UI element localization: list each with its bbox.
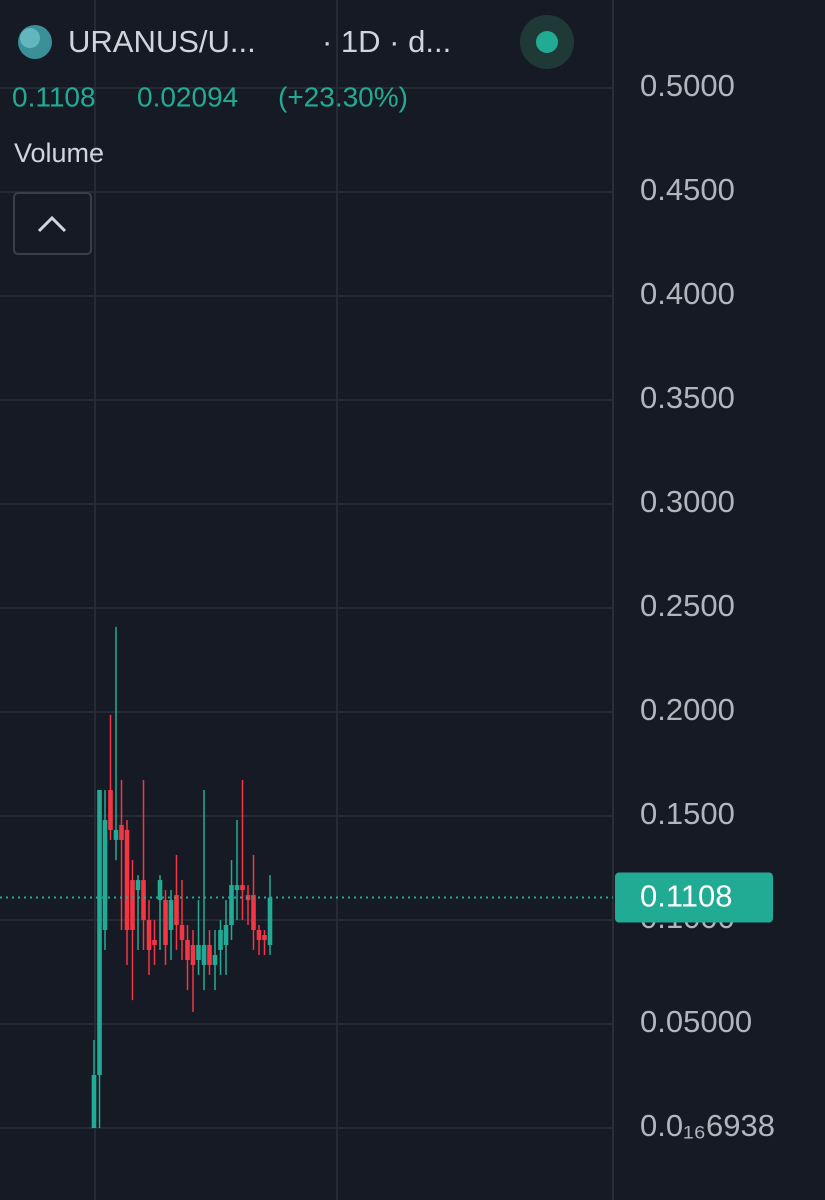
y-tick-label: 0.05000	[640, 1004, 752, 1039]
price-axis: 0.5000 0.4500 0.4000 0.3500 0.3000 0.2500 0.20…	[615, 68, 775, 1143]
candle-body	[251, 895, 256, 931]
candle-body	[234, 885, 240, 891]
candle-body	[267, 897, 273, 945]
candle-body	[174, 895, 179, 926]
candle-body	[163, 900, 168, 945]
symbol-icon-shine	[20, 28, 40, 48]
candle-body	[196, 944, 201, 960]
candle-body	[185, 939, 190, 960]
last-price-tag	[615, 872, 773, 923]
y-tick-label: 0.1500	[640, 796, 735, 831]
grid	[0, 0, 614, 1200]
symbol: URANUS/U...	[68, 24, 256, 59]
candle-body	[256, 930, 262, 940]
change-percent: (+23.30%)	[278, 81, 408, 112]
candle-body	[135, 880, 141, 891]
candle-body	[141, 880, 146, 921]
candle-body	[190, 944, 196, 965]
candle-body	[218, 930, 223, 950]
status-dot	[536, 31, 558, 53]
candle-body	[108, 790, 113, 830]
candle-body	[113, 829, 119, 840]
y-tick-label: 0.4000	[640, 276, 735, 311]
change: 0.02094	[137, 81, 238, 112]
candle-body	[212, 954, 218, 965]
interval: · 1D · d...	[322, 24, 451, 59]
candle-body	[102, 819, 108, 931]
indicator-label: Volume	[14, 138, 104, 168]
y-tick-label: 0.2500	[640, 588, 735, 623]
candle-body	[97, 790, 102, 1075]
last-price: 0.1108	[12, 81, 96, 112]
candle-body	[119, 824, 124, 840]
candle-body	[130, 880, 135, 931]
y-tick-label: 0.3500	[640, 380, 735, 415]
y-tick-label: 0.0₁₆6938	[640, 1108, 775, 1143]
candle-body	[157, 880, 163, 901]
candle-body	[262, 934, 267, 940]
candle-body	[207, 944, 212, 965]
y-tick-label: 0.3000	[640, 484, 735, 519]
candle-body	[152, 939, 157, 945]
header: URANUS/U... · 1D · d... 0.1108 0.02094 (…	[12, 15, 574, 255]
collapse-icon	[37, 215, 67, 233]
y-tick-label: 0.2000	[640, 692, 735, 727]
candle-body	[124, 829, 130, 931]
candle-body	[201, 944, 207, 965]
candle-body	[240, 885, 245, 891]
candle-body	[146, 920, 152, 950]
collapse-button[interactable]	[13, 192, 92, 255]
plot-area	[0, 626, 613, 1129]
y-tick-label: 0.5000	[640, 68, 735, 103]
candle-body	[179, 925, 185, 940]
candle-body	[168, 900, 174, 931]
candle-body	[229, 885, 234, 926]
y-tick-label: 0.4500	[640, 172, 735, 207]
candle-body	[223, 925, 229, 945]
last-price-tag-label: 0.1108	[640, 879, 733, 914]
candle-body	[91, 1074, 97, 1129]
